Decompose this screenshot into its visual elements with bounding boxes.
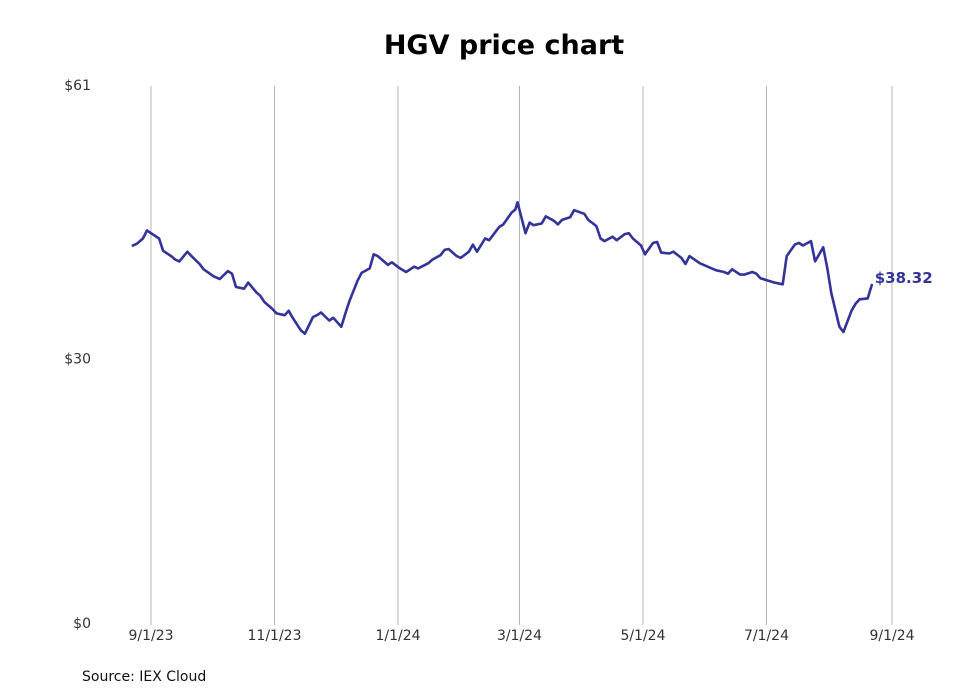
x-tick-label: 11/1/23 [248,628,302,644]
last-value-annotation: $38.32 [875,269,933,287]
x-tick-label: 9/1/24 [869,628,914,644]
x-tick-label: 3/1/24 [497,628,542,644]
x-tick-label: 7/1/24 [744,628,789,644]
x-tick-label: 1/1/24 [375,628,420,644]
x-tick-label: 5/1/24 [620,628,665,644]
price-line [131,201,874,336]
y-tick-label: $0 [73,616,91,632]
source-note: Source: IEX Cloud [82,669,207,685]
y-tick-label: $30 [64,351,91,367]
price-series [131,201,874,336]
chart-title: HGV price chart [383,30,625,61]
y-axis-tick-labels: $0 $30 $61 [64,78,91,632]
x-axis-tick-labels: 9/1/23 11/1/23 1/1/24 3/1/24 5/1/24 7/1/24 9/1… [128,628,914,644]
vertical-gridlines [150,86,893,625]
x-tick-label: 9/1/23 [128,628,173,644]
y-tick-label: $61 [64,78,91,94]
last-value-label: $38.32 [875,269,933,287]
